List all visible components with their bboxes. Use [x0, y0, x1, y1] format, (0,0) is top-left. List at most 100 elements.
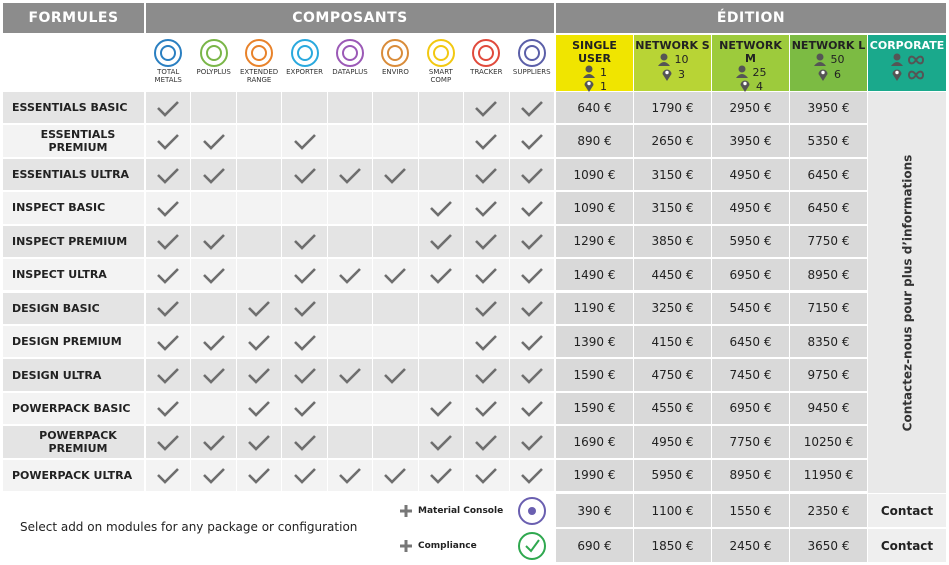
check-cell: [191, 426, 236, 458]
check-cell: [509, 259, 554, 291]
addon-name: Material Console: [418, 505, 504, 516]
price: 4750 €: [634, 359, 711, 391]
price: 1490 €: [556, 259, 633, 291]
edition-name: SINGLE USER: [572, 39, 617, 65]
addon-label: Material Console: [400, 494, 510, 527]
check: [475, 267, 498, 284]
price: 11950 €: [790, 459, 867, 491]
check-cell: [236, 459, 282, 491]
check: [429, 201, 452, 217]
component-icon: [335, 39, 364, 67]
check-cell: [418, 192, 464, 224]
check: [475, 134, 498, 150]
check-cell: [418, 125, 464, 157]
check: [475, 401, 498, 418]
check: [157, 301, 180, 318]
price: 1990 €: [556, 459, 633, 491]
check-cell: [282, 392, 327, 425]
check-cell: [373, 125, 418, 157]
check-cell: [464, 125, 509, 157]
check: [293, 401, 316, 418]
check-cell: [373, 92, 418, 124]
check-cell: [509, 92, 554, 124]
price: 9450 €: [790, 392, 867, 425]
check: [429, 267, 452, 284]
check-cell: [418, 392, 464, 425]
price: 1090 €: [556, 158, 633, 191]
component-label: EXTENDED RANGE: [239, 68, 279, 84]
price: 5450 €: [712, 292, 789, 324]
check-cell: [464, 192, 509, 224]
price: 7450 €: [712, 359, 789, 391]
check-cell: [191, 225, 236, 258]
check: [293, 267, 316, 284]
check: [475, 368, 498, 384]
check-cell: [373, 325, 418, 358]
price: 4450 €: [634, 259, 711, 291]
component-label: SMART COMP: [428, 68, 453, 84]
addon-price: 2450 €: [712, 529, 789, 562]
check-cell: [464, 459, 509, 491]
check-cell: [146, 392, 191, 425]
addon-name: Compliance: [418, 540, 477, 551]
check-cell: [464, 325, 509, 358]
corporate-note: Contactez-nous pour plus d’informations: [900, 154, 915, 431]
check-cell: [418, 92, 464, 124]
check-cell: [373, 426, 418, 458]
check-cell: [191, 92, 236, 124]
locations-icon: [892, 69, 902, 81]
check-cell: [236, 125, 282, 157]
component-header: EXPORTER: [282, 35, 327, 91]
check: [202, 368, 225, 384]
check: [339, 468, 361, 485]
addon-icon: [512, 529, 552, 562]
price: 8950 €: [790, 259, 867, 291]
check-cell: [373, 158, 418, 191]
check-cell: [327, 459, 373, 491]
price: 5950 €: [634, 459, 711, 491]
edition-users: 50: [813, 52, 845, 67]
check-cell: [418, 325, 464, 358]
row-name: ESSENTIALS ULTRA: [3, 158, 144, 191]
addon-price: 390 €: [556, 494, 633, 527]
addon-price: Contact: [868, 529, 946, 562]
price: 9750 €: [790, 359, 867, 391]
check-cell: [327, 259, 373, 291]
check-cell: [327, 92, 373, 124]
price: 1590 €: [556, 359, 633, 391]
price: 1290 €: [556, 225, 633, 258]
check: [293, 167, 316, 184]
price: 5950 €: [712, 225, 789, 258]
check: [248, 468, 271, 485]
check-cell: [282, 158, 327, 191]
addon-price: 2350 €: [790, 494, 867, 527]
check: [157, 334, 180, 351]
check: [520, 267, 543, 284]
price: 3950 €: [790, 92, 867, 124]
corporate-cell: Contactez-nous pour plus d’informations: [868, 92, 946, 493]
check-cell: [509, 225, 554, 258]
price: 1590 €: [556, 392, 633, 425]
check-cell: [282, 292, 327, 324]
addon-label: Compliance: [400, 529, 510, 562]
check-cell: [236, 359, 282, 391]
check: [429, 468, 452, 485]
edition-users: 1: [582, 65, 607, 79]
check-cell: [191, 158, 236, 191]
check: [520, 100, 543, 117]
check-cell: [327, 158, 373, 191]
check-cell: [418, 459, 464, 491]
check-cell: [509, 158, 554, 191]
check-cell: [464, 359, 509, 391]
check-cell: [146, 259, 191, 291]
component-icon: [199, 39, 228, 67]
check: [475, 334, 498, 351]
check: [157, 468, 180, 485]
edition-header: NETWORK S 10 3: [634, 35, 711, 91]
price: 1790 €: [634, 92, 711, 124]
component-label: TRACKER: [470, 68, 503, 76]
check-cell: [191, 292, 236, 324]
check-cell: [146, 459, 191, 491]
check: [248, 334, 271, 351]
check-cell: [509, 192, 554, 224]
